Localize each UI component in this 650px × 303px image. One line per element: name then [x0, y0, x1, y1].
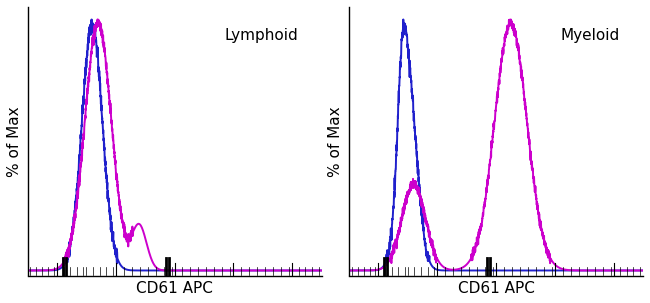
Y-axis label: % of Max: % of Max	[7, 106, 22, 177]
Text: Myeloid: Myeloid	[560, 28, 619, 43]
X-axis label: CD61 APC: CD61 APC	[136, 281, 213, 296]
X-axis label: CD61 APC: CD61 APC	[458, 281, 534, 296]
Y-axis label: % of Max: % of Max	[328, 106, 343, 177]
Text: Lymphoid: Lymphoid	[224, 28, 298, 43]
